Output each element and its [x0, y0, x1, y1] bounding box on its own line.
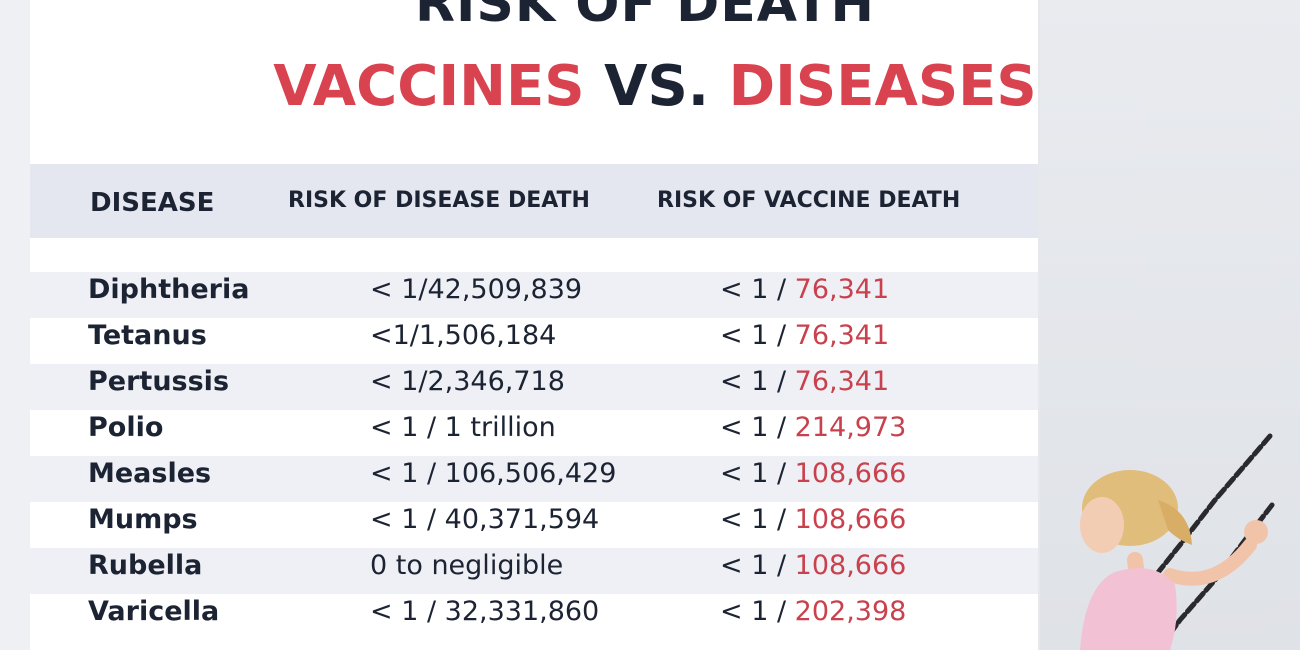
table-row: Measles < 1 / 106,506,429 < 1 / 108,666 — [30, 456, 1038, 502]
header-vaccine-risk: RISK OF VACCINE DEATH — [657, 188, 961, 213]
vaccine-death-risk: < 1 / 76,341 — [720, 320, 889, 351]
disease-name: Measles — [88, 458, 212, 489]
vaccine-risk-prefix: < 1 / — [720, 596, 795, 627]
title-vaccines-vs-diseases: VACCINES VS. DISEASES — [0, 54, 1300, 119]
disease-name: Mumps — [88, 504, 198, 535]
vaccine-risk-prefix: < 1 / — [720, 504, 795, 535]
table-row: Diphtheria < 1/42,509,839 < 1 / 76,341 — [30, 272, 1038, 318]
child-on-swing-image — [1040, 0, 1300, 650]
disease-name: Rubella — [88, 550, 203, 581]
vaccine-risk-value: 202,398 — [794, 596, 907, 627]
vaccine-risk-prefix: < 1 / — [720, 550, 795, 581]
disease-death-risk: < 1/42,509,839 — [370, 274, 583, 305]
table-row: Varicella < 1 / 32,331,860 < 1 / 202,398 — [30, 594, 1038, 640]
header-disease: DISEASE — [90, 188, 215, 218]
title-vs: VS. — [604, 54, 710, 119]
vaccine-death-risk: < 1 / 76,341 — [720, 366, 889, 397]
disease-death-risk: < 1 / 106,506,429 — [370, 458, 617, 489]
vaccine-death-risk: < 1 / 202,398 — [720, 596, 906, 627]
disease-death-risk: < 1 / 32,331,860 — [370, 596, 600, 627]
table-row: Pertussis < 1/2,346,718 < 1 / 76,341 — [30, 364, 1038, 410]
vaccine-risk-value: 76,341 — [794, 366, 890, 397]
vaccine-death-risk: < 1 / 108,666 — [720, 550, 906, 581]
disease-name: Diphtheria — [88, 274, 250, 305]
infographic-card — [30, 0, 1038, 650]
title-risk-of-death: RISK OF DEATH — [415, 0, 875, 34]
title-area: RISK OF DEATH VACCINES VS. DISEASES — [0, 0, 1300, 160]
table-row: Tetanus <1/1,506,184 < 1 / 76,341 — [30, 318, 1038, 364]
vaccine-death-risk: < 1 / 108,666 — [720, 458, 906, 489]
vaccine-death-risk: < 1 / 108,666 — [720, 504, 906, 535]
vaccine-risk-value: 76,341 — [794, 320, 890, 351]
vaccine-risk-value: 108,666 — [794, 458, 907, 489]
vaccine-risk-value: 108,666 — [794, 550, 907, 581]
vaccine-risk-prefix: < 1 / — [720, 458, 795, 489]
title-diseases: DISEASES — [728, 54, 1037, 119]
disease-name: Tetanus — [88, 320, 207, 351]
vaccine-risk-prefix: < 1 / — [720, 320, 795, 351]
vaccine-risk-value: 214,973 — [794, 412, 907, 443]
disease-name: Varicella — [88, 596, 220, 627]
disease-death-risk: 0 to negligible — [370, 550, 564, 581]
disease-name: Pertussis — [88, 366, 230, 397]
vaccine-risk-prefix: < 1 / — [720, 274, 795, 305]
table-header: DISEASE RISK OF DISEASE DEATH RISK OF VA… — [30, 164, 1038, 238]
disease-death-risk: < 1 / 40,371,594 — [370, 504, 600, 535]
disease-death-risk: < 1/2,346,718 — [370, 366, 565, 397]
table-row: Polio < 1 / 1 trillion < 1 / 214,973 — [30, 410, 1038, 456]
vaccine-risk-value: 108,666 — [794, 504, 907, 535]
header-disease-risk: RISK OF DISEASE DEATH — [288, 188, 590, 213]
disease-name: Polio — [88, 412, 164, 443]
title-vaccines: VACCINES — [273, 54, 585, 119]
table-row: Mumps < 1 / 40,371,594 < 1 / 108,666 — [30, 502, 1038, 548]
vaccine-risk-prefix: < 1 / — [720, 412, 795, 443]
disease-death-risk: < 1 / 1 trillion — [370, 412, 556, 443]
swing-illustration — [1040, 0, 1300, 650]
disease-death-risk: <1/1,506,184 — [370, 320, 557, 351]
vaccine-risk-prefix: < 1 / — [720, 366, 795, 397]
vaccine-risk-value: 76,341 — [794, 274, 890, 305]
vaccine-death-risk: < 1 / 76,341 — [720, 274, 889, 305]
table-row: Rubella 0 to negligible < 1 / 108,666 — [30, 548, 1038, 594]
vaccine-death-risk: < 1 / 214,973 — [720, 412, 906, 443]
